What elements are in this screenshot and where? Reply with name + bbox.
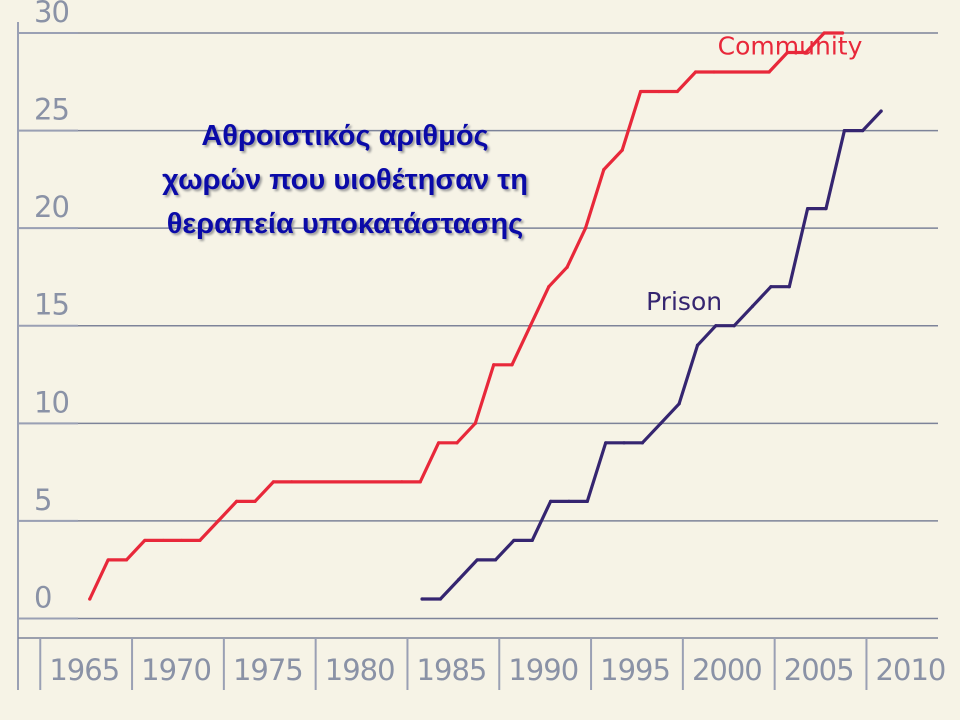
community-data-point xyxy=(492,363,496,367)
x-tick-label: 2005 xyxy=(784,653,854,687)
community-data-point xyxy=(840,31,845,35)
community-data-point xyxy=(785,50,790,55)
prison-data-point xyxy=(549,499,553,503)
community-data-point xyxy=(657,89,661,94)
community-data-point xyxy=(418,480,422,484)
y-tick-label: 25 xyxy=(34,93,69,127)
prison-data-point xyxy=(420,597,424,601)
prison-data-point xyxy=(806,207,810,211)
prison-data-point xyxy=(640,441,645,445)
axis-ticks: 0 5 10 15 20 25 30 1965 1970 1975 1980 1985 1990 1995… xyxy=(34,0,946,687)
y-tick-label: 5 xyxy=(34,483,51,517)
community-data-point xyxy=(510,363,514,367)
x-tick-label: 1990 xyxy=(508,653,578,687)
community-data-point xyxy=(253,499,257,503)
prison-data-point xyxy=(457,577,461,582)
prison-data-point xyxy=(622,441,626,445)
prison-series-label: Prison xyxy=(646,287,722,316)
prison-data-point xyxy=(475,558,479,562)
community-data-point xyxy=(547,285,551,289)
prison-data-point xyxy=(677,402,681,406)
x-tick-label: 1985 xyxy=(417,653,487,687)
prison-data-point xyxy=(493,558,498,562)
community-data-point xyxy=(583,226,588,230)
y-tick-label: 20 xyxy=(34,190,69,224)
series-annotations: Community Prison xyxy=(646,31,862,316)
prison-data-point xyxy=(750,304,755,308)
prison-data-point xyxy=(567,499,571,503)
grid xyxy=(17,22,938,690)
y-tick-label: 15 xyxy=(34,288,69,322)
prison-data-point xyxy=(659,421,663,425)
community-data-point xyxy=(455,441,459,445)
community-data-point xyxy=(161,538,165,543)
prison-data-point xyxy=(879,109,883,113)
prison-data-point xyxy=(842,128,846,133)
x-tick-label: 2010 xyxy=(876,653,946,687)
community-data-point xyxy=(124,558,129,562)
community-data-point xyxy=(528,324,533,328)
community-data-point xyxy=(712,70,716,74)
community-data-point xyxy=(804,50,808,55)
community-data-point xyxy=(271,480,275,484)
chart-title-line-1: Αθροιστικός αριθμός xyxy=(201,120,489,152)
community-data-point xyxy=(767,70,771,74)
x-tick-label: 1975 xyxy=(233,653,303,687)
prison-data-point xyxy=(732,324,736,328)
prison-data-point xyxy=(787,285,791,289)
community-data-point xyxy=(400,480,404,484)
community-data-point xyxy=(198,538,202,543)
chart-title: Αθροιστικός αριθμός χωρών που υιοθέτησαν… xyxy=(95,114,595,246)
community-data-point xyxy=(620,148,624,152)
series-lines xyxy=(88,31,883,601)
community-data-point xyxy=(106,558,110,562)
community-data-point xyxy=(675,89,679,94)
community-data-point xyxy=(602,168,606,172)
y-tick-label: 10 xyxy=(34,385,69,419)
y-tick-label: 30 xyxy=(34,0,69,29)
prison-data-point xyxy=(714,324,718,328)
x-tick-label: 1970 xyxy=(141,653,211,687)
prison-data-point xyxy=(512,538,516,543)
community-data-point xyxy=(235,499,239,503)
community-data-point xyxy=(143,538,147,543)
prison-data-point xyxy=(585,499,589,503)
community-data-point xyxy=(565,265,569,269)
x-tick-label: 1980 xyxy=(325,653,395,687)
community-data-point xyxy=(437,441,441,445)
prison-series-line xyxy=(420,109,883,601)
community-data-point xyxy=(638,89,643,94)
community-data-point xyxy=(822,31,826,35)
prison-data-point xyxy=(861,128,865,133)
community-data-point xyxy=(216,519,220,523)
y-tick-label: 0 xyxy=(34,580,51,614)
prison-data-point xyxy=(769,285,773,289)
community-data-point xyxy=(473,421,477,425)
x-tick-label: 1995 xyxy=(600,653,670,687)
prison-data-point xyxy=(438,597,443,601)
prison-data-point xyxy=(824,207,828,211)
community-data-point xyxy=(179,538,184,543)
community-series-label: Community xyxy=(718,31,863,60)
x-tick-label: 1965 xyxy=(49,653,119,687)
prison-data-point xyxy=(530,538,534,543)
chart-title-line-3: θεραπεία υποκατάστασης xyxy=(166,208,524,240)
community-data-point xyxy=(694,70,698,74)
community-data-point xyxy=(88,597,92,601)
prison-data-point xyxy=(604,441,608,445)
prison-data-point xyxy=(695,343,700,347)
x-tick-label: 2000 xyxy=(692,653,762,687)
chart-title-line-2: χωρών που υιοθέτησαν τη xyxy=(162,164,528,196)
community-data-point xyxy=(290,480,294,484)
